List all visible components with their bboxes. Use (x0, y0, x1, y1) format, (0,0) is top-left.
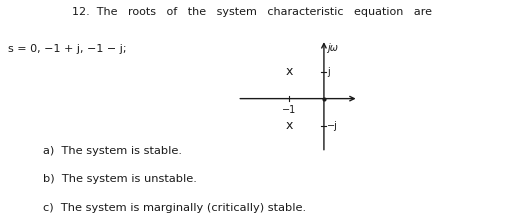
Text: −1: −1 (282, 105, 296, 114)
Text: −j: −j (327, 121, 338, 131)
Text: 12.  The   roots   of   the   system   characteristic   equation   are: 12. The roots of the system characterist… (73, 7, 432, 17)
Text: j: j (327, 67, 330, 77)
Text: x: x (286, 119, 293, 132)
Text: b)  The system is unstable.: b) The system is unstable. (43, 174, 197, 184)
Text: jω: jω (327, 43, 337, 53)
Text: s = 0, −1 + j, −1 − j;: s = 0, −1 + j, −1 − j; (8, 44, 126, 54)
Text: x: x (286, 65, 293, 78)
Text: c)  The system is marginally (critically) stable.: c) The system is marginally (critically)… (43, 203, 306, 213)
Text: a)  The system is stable.: a) The system is stable. (43, 146, 182, 156)
